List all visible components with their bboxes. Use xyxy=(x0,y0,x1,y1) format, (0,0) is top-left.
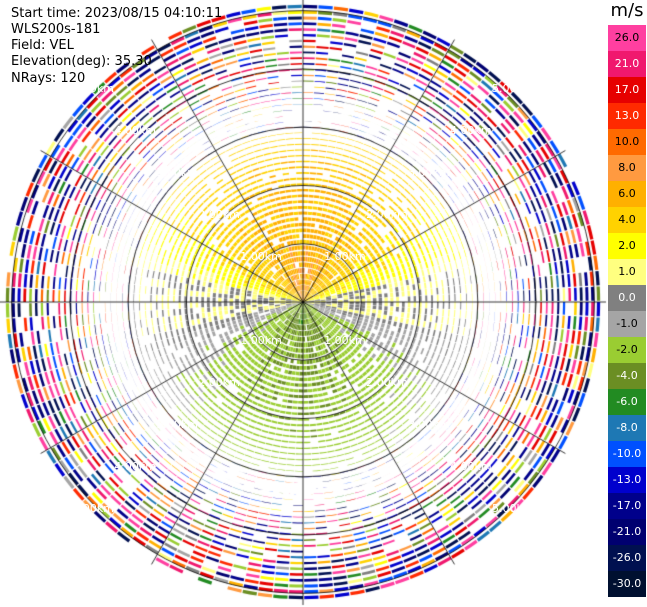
colorbar-tick: -10.0 xyxy=(608,441,646,467)
colorbar-tick: -13.0 xyxy=(608,467,646,493)
start-time-label: Start time: 2023/08/15 04:10:11 xyxy=(11,6,223,21)
colorbar-tick: -21.0 xyxy=(608,519,646,545)
colorbar-tick: 1.0 xyxy=(608,259,646,285)
ppi-plot xyxy=(0,0,608,607)
colorbar-tick: 13.0 xyxy=(608,103,646,129)
colorbar-tick: 26.0 xyxy=(608,25,646,51)
colorbar-tick: 8.0 xyxy=(608,155,646,181)
colorbar-tick: 10.0 xyxy=(608,129,646,155)
colorbar-tick: -26.0 xyxy=(608,545,646,571)
colorbar-tick: 6.0 xyxy=(608,181,646,207)
colorbar-tick: -2.0 xyxy=(608,337,646,363)
nrays-label: NRays: 120 xyxy=(11,71,86,86)
colorbar-tick: 21.0 xyxy=(608,51,646,77)
colorbar-tick: -6.0 xyxy=(608,389,646,415)
colorbar-tick: -8.0 xyxy=(608,415,646,441)
colorbar-tick: 0.0 xyxy=(608,285,646,311)
colorbar-tick: 2.0 xyxy=(608,233,646,259)
colorbar-tick: -17.0 xyxy=(608,493,646,519)
elevation-label: Elevation(deg): 35.30 xyxy=(11,54,152,69)
instrument-label: WLS200s-181 xyxy=(11,22,101,37)
colorbar-tick: -4.0 xyxy=(608,363,646,389)
colorbar-unit: m/s xyxy=(610,0,644,21)
colorbar-tick: 17.0 xyxy=(608,77,646,103)
colorbar: 26.0 21.0 17.0 13.0 10.0 8.0 6.0 4.0 2.0 1.0 0.0 -1… xyxy=(608,25,646,597)
colorbar-tick: -30.0 xyxy=(608,571,646,597)
field-label: Field: VEL xyxy=(11,38,74,53)
colorbar-tick: 4.0 xyxy=(608,207,646,233)
colorbar-tick: -1.0 xyxy=(608,311,646,337)
